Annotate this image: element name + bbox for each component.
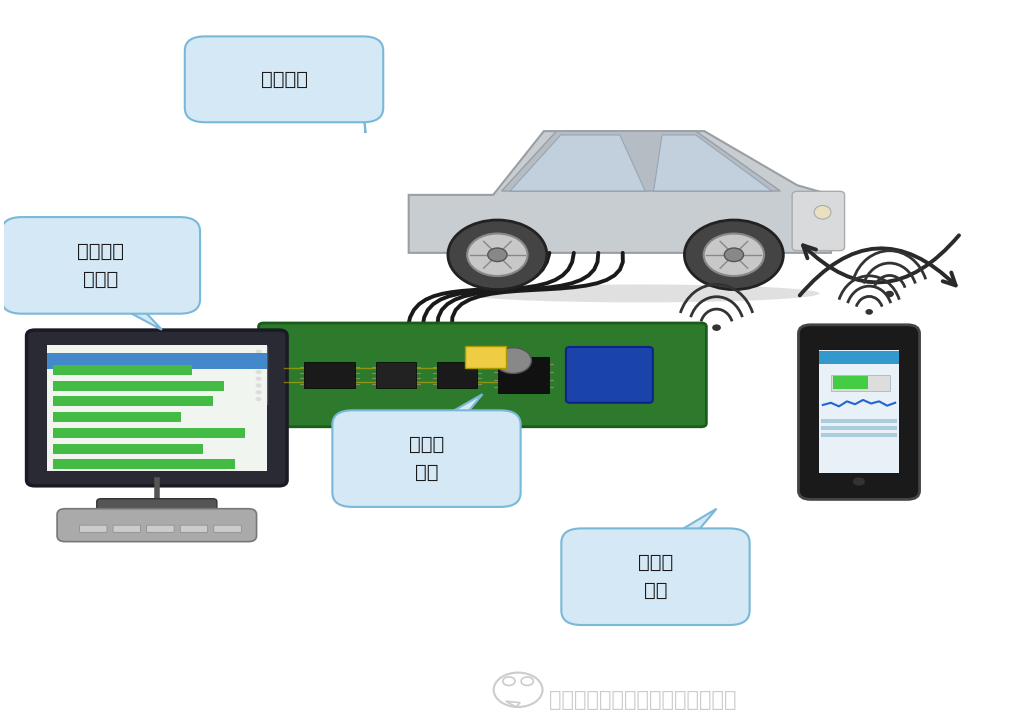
Polygon shape (510, 135, 645, 191)
FancyBboxPatch shape (213, 525, 241, 532)
Circle shape (255, 350, 262, 354)
Circle shape (487, 248, 507, 261)
Circle shape (704, 234, 764, 276)
FancyBboxPatch shape (53, 381, 224, 391)
FancyBboxPatch shape (27, 330, 287, 486)
FancyBboxPatch shape (47, 353, 267, 369)
Circle shape (255, 397, 262, 401)
Text: 基于神经网络算法的电池管理系统: 基于神经网络算法的电池管理系统 (549, 690, 736, 710)
FancyArrowPatch shape (799, 248, 955, 295)
Circle shape (853, 477, 865, 486)
Circle shape (885, 292, 894, 297)
FancyBboxPatch shape (465, 346, 506, 368)
FancyBboxPatch shape (798, 325, 919, 500)
Polygon shape (660, 509, 716, 543)
Circle shape (255, 363, 262, 367)
FancyBboxPatch shape (305, 362, 355, 388)
Circle shape (495, 348, 531, 374)
FancyBboxPatch shape (792, 191, 844, 251)
Circle shape (255, 356, 262, 361)
Text: 嵌入式
系统: 嵌入式 系统 (409, 435, 444, 482)
Text: 微信小
程序: 微信小 程序 (638, 553, 673, 600)
Circle shape (713, 325, 720, 330)
FancyBboxPatch shape (147, 525, 174, 532)
Ellipse shape (461, 285, 820, 303)
FancyBboxPatch shape (332, 411, 520, 507)
FancyBboxPatch shape (57, 509, 256, 542)
FancyBboxPatch shape (561, 529, 750, 625)
FancyBboxPatch shape (47, 345, 267, 471)
FancyBboxPatch shape (821, 433, 897, 437)
Text: 电脑端的
上位机: 电脑端的 上位机 (77, 242, 124, 289)
Circle shape (255, 390, 262, 395)
FancyBboxPatch shape (437, 362, 477, 388)
FancyBboxPatch shape (53, 412, 182, 422)
FancyBboxPatch shape (79, 525, 107, 532)
FancyBboxPatch shape (259, 323, 706, 426)
Polygon shape (502, 131, 781, 191)
Polygon shape (363, 85, 365, 133)
Circle shape (866, 310, 872, 314)
FancyBboxPatch shape (113, 525, 141, 532)
FancyBboxPatch shape (819, 351, 899, 364)
Circle shape (255, 370, 262, 374)
FancyBboxPatch shape (819, 350, 899, 473)
FancyBboxPatch shape (181, 525, 207, 532)
FancyArrowPatch shape (803, 235, 959, 282)
FancyBboxPatch shape (53, 396, 213, 406)
FancyBboxPatch shape (185, 36, 384, 122)
FancyBboxPatch shape (53, 444, 202, 454)
Polygon shape (654, 135, 772, 191)
FancyBboxPatch shape (498, 357, 549, 393)
FancyBboxPatch shape (251, 346, 267, 404)
FancyBboxPatch shape (376, 362, 417, 388)
FancyBboxPatch shape (53, 459, 235, 469)
FancyBboxPatch shape (566, 347, 653, 403)
Ellipse shape (814, 206, 831, 219)
Polygon shape (408, 131, 831, 253)
Circle shape (684, 220, 783, 290)
FancyBboxPatch shape (830, 375, 890, 391)
FancyBboxPatch shape (569, 361, 604, 390)
Circle shape (255, 384, 262, 387)
Polygon shape (105, 300, 162, 330)
Circle shape (448, 220, 547, 290)
Circle shape (255, 376, 262, 381)
Circle shape (724, 248, 744, 261)
FancyBboxPatch shape (53, 365, 192, 375)
FancyBboxPatch shape (2, 217, 200, 313)
Text: 电动汽车: 电动汽车 (261, 70, 308, 89)
Polygon shape (429, 394, 482, 424)
Circle shape (467, 234, 527, 276)
FancyBboxPatch shape (821, 426, 897, 430)
FancyBboxPatch shape (53, 428, 245, 438)
FancyBboxPatch shape (832, 376, 868, 390)
FancyBboxPatch shape (96, 499, 216, 518)
FancyBboxPatch shape (821, 418, 897, 423)
